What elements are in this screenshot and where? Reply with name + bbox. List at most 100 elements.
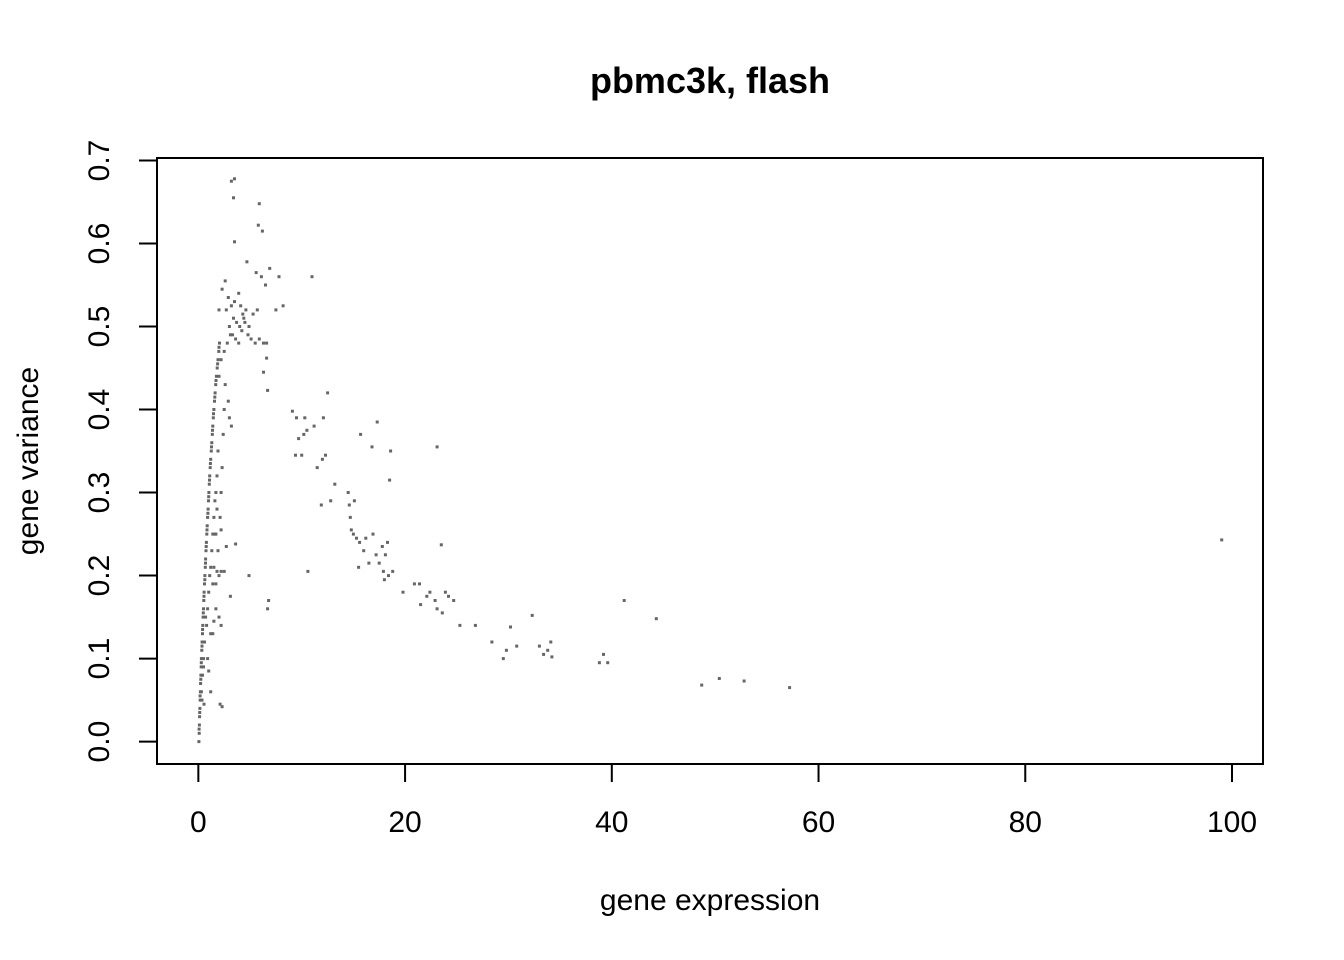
- data-point: [216, 449, 220, 453]
- data-point: [203, 640, 206, 644]
- data-point: [243, 320, 247, 324]
- data-point: [228, 594, 232, 598]
- data-point: [207, 482, 211, 486]
- data-point: [377, 561, 381, 565]
- data-point: [201, 628, 205, 631]
- data-point: [329, 499, 333, 503]
- data-point: [216, 362, 220, 366]
- data-point: [268, 266, 272, 270]
- data-point: [204, 561, 207, 565]
- data-point: [381, 569, 385, 573]
- data-point: [546, 648, 550, 652]
- data-point: [241, 312, 245, 316]
- data-point: [202, 665, 205, 669]
- data-point: [597, 661, 601, 665]
- data-point: [367, 561, 371, 565]
- data-point: [320, 457, 324, 461]
- data-point: [212, 412, 215, 416]
- data-point: [219, 623, 223, 627]
- data-point: [211, 416, 215, 420]
- data-point: [208, 574, 212, 578]
- chart-title: pbmc3k, flash: [590, 60, 830, 101]
- data-point: [232, 196, 235, 200]
- data-point: [222, 408, 226, 411]
- x-axis: 0 20 40 60 80 100: [190, 763, 1257, 839]
- data-point: [347, 503, 351, 507]
- data-point: [209, 690, 213, 694]
- y-tick-label: 0.4: [83, 389, 116, 431]
- data-point: [622, 599, 626, 602]
- data-point: [428, 590, 432, 594]
- data-point: [199, 661, 203, 665]
- data-point: [266, 607, 270, 611]
- data-point: [362, 549, 366, 553]
- data-point: [207, 590, 211, 594]
- data-point: [351, 532, 355, 536]
- data-point: [324, 453, 327, 457]
- data-point: [197, 731, 201, 735]
- data-point: [203, 565, 207, 569]
- data-point: [219, 358, 223, 362]
- data-point: [226, 296, 230, 299]
- x-tick-label: 20: [388, 806, 421, 839]
- data-point: [218, 341, 221, 345]
- data-point: [231, 333, 234, 337]
- data-point: [214, 582, 218, 586]
- data-point: [219, 491, 223, 494]
- y-tick-label: 0.6: [83, 223, 116, 265]
- y-tick-label: 0.2: [83, 555, 116, 597]
- data-point: [207, 495, 211, 499]
- data-point: [435, 607, 439, 611]
- data-point: [199, 690, 203, 694]
- data-point: [602, 652, 605, 656]
- data-point: [217, 574, 221, 578]
- data-point: [232, 316, 235, 320]
- data-point: [205, 532, 209, 536]
- data-point: [264, 283, 267, 287]
- data-point: [233, 177, 236, 181]
- data-point: [267, 599, 271, 602]
- data-point: [302, 432, 306, 436]
- data-point: [364, 536, 368, 540]
- data-point: [306, 569, 310, 573]
- data-point: [214, 374, 218, 378]
- data-point: [333, 482, 337, 486]
- data-point: [202, 607, 205, 611]
- data-point: [217, 615, 221, 619]
- data-point: [211, 424, 215, 428]
- data-point: [237, 291, 241, 295]
- data-point: [199, 682, 203, 685]
- data-point: [206, 607, 210, 611]
- y-axis: 0.0 0.1 0.2 0.3 0.4 0.5 0.6 0.7: [83, 140, 158, 762]
- data-point: [225, 341, 229, 345]
- data-point: [504, 648, 508, 652]
- data-point: [352, 499, 356, 503]
- data-point: [209, 632, 213, 636]
- data-point: [401, 590, 405, 594]
- data-point: [265, 356, 269, 360]
- data-point: [246, 333, 250, 337]
- data-point: [203, 574, 207, 578]
- data-point: [204, 540, 208, 544]
- data-point: [382, 578, 386, 582]
- data-point: [654, 617, 658, 621]
- data-point: [211, 582, 215, 586]
- data-point: [210, 432, 214, 436]
- data-point: [277, 275, 281, 279]
- data-point: [319, 503, 323, 507]
- data-point: [198, 698, 202, 702]
- data-point: [224, 545, 228, 548]
- data-point: [202, 590, 206, 594]
- data-point: [215, 474, 219, 478]
- data-point: [227, 325, 231, 328]
- data-point: [515, 644, 519, 648]
- data-point: [217, 345, 221, 349]
- data-point: [375, 420, 379, 424]
- data-point: [700, 683, 704, 687]
- data-point: [213, 499, 217, 503]
- y-tick-label: 0.1: [83, 638, 116, 680]
- data-point: [358, 540, 362, 544]
- data-point: [370, 445, 374, 449]
- y-axis-label: gene variance: [12, 367, 45, 555]
- data-point: [197, 723, 201, 727]
